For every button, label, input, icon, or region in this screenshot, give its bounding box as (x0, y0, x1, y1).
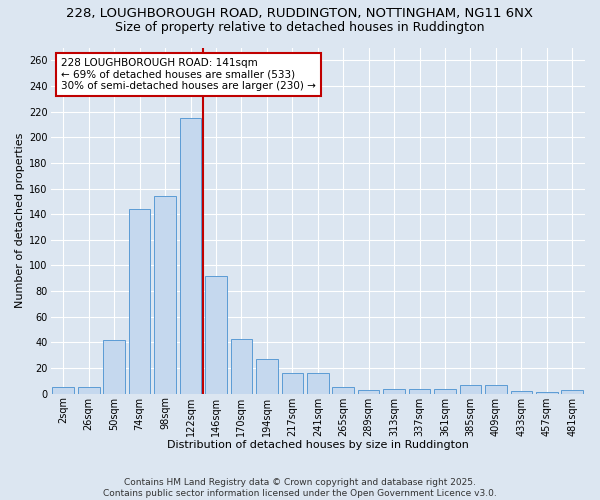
Bar (180, 118, 202, 394)
Bar (485, 384, 507, 394)
Bar (52, 388, 74, 394)
Bar (332, 388, 354, 394)
Y-axis label: Number of detached properties: Number of detached properties (15, 133, 25, 308)
Bar (154, 196, 176, 394)
Bar (536, 392, 557, 394)
Bar (256, 359, 278, 394)
Bar (129, 209, 151, 394)
Bar (358, 390, 379, 394)
Text: Size of property relative to detached houses in Ruddington: Size of property relative to detached ho… (115, 21, 485, 34)
Bar (230, 338, 252, 394)
Bar (307, 373, 329, 394)
Text: Contains HM Land Registry data © Crown copyright and database right 2025.
Contai: Contains HM Land Registry data © Crown c… (103, 478, 497, 498)
Text: 228, LOUGHBOROUGH ROAD, RUDDINGTON, NOTTINGHAM, NG11 6NX: 228, LOUGHBOROUGH ROAD, RUDDINGTON, NOTT… (67, 8, 533, 20)
Bar (205, 276, 227, 394)
Bar (103, 340, 125, 394)
Bar (383, 388, 405, 394)
Bar (562, 390, 583, 394)
X-axis label: Distribution of detached houses by size in Ruddington: Distribution of detached houses by size … (167, 440, 469, 450)
Bar (434, 388, 456, 394)
Bar (511, 391, 532, 394)
Bar (78, 388, 100, 394)
Bar (281, 373, 303, 394)
Bar (409, 388, 430, 394)
Bar (460, 384, 481, 394)
Text: 228 LOUGHBOROUGH ROAD: 141sqm
← 69% of detached houses are smaller (533)
30% of : 228 LOUGHBOROUGH ROAD: 141sqm ← 69% of d… (61, 58, 316, 91)
